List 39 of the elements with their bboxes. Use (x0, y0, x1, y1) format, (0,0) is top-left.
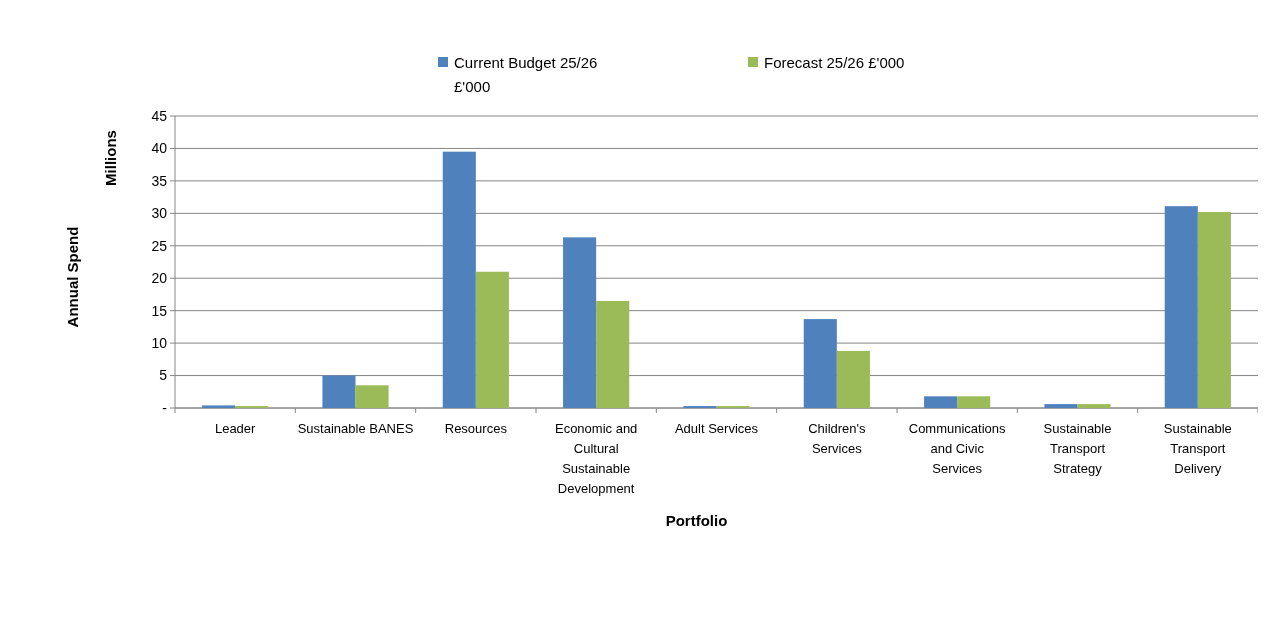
bar (1077, 404, 1111, 408)
legend-label: Forecast 25/26 £'000 (764, 54, 905, 71)
x-tick-label: Sustainable Transport Strategy (1043, 421, 1112, 476)
x-tick-label: Communications and Civic Services (908, 421, 1007, 476)
x-tick-label: Children's Services (808, 421, 867, 456)
y-tick-label: 25 (151, 237, 168, 254)
bar (1044, 404, 1078, 408)
legend-label: Current Budget 25/26 £'000 (454, 54, 598, 95)
y-tick-label: 40 (151, 140, 168, 157)
bar (355, 385, 389, 408)
bar (475, 271, 509, 408)
bar (924, 396, 958, 408)
bar (957, 396, 991, 408)
bar (1164, 206, 1198, 408)
y-axis-title: Annual Spend (64, 226, 81, 328)
y-tick-label: 35 (151, 172, 168, 189)
text: Millions (102, 130, 119, 186)
y-tick-label: 10 (151, 335, 168, 352)
x-axis-title: Portfolio (665, 512, 728, 529)
x-tick-label: Sustainable Transport Delivery (1163, 421, 1232, 476)
y-tick-label: - (162, 399, 168, 416)
bar (202, 405, 236, 408)
y-tick-label: 20 (151, 270, 168, 287)
y-tick-label: 30 (151, 205, 168, 222)
bar (563, 237, 597, 408)
bar (322, 375, 356, 408)
x-tick-label: Resources (444, 421, 508, 436)
bar (803, 319, 837, 408)
y-tick-label: 5 (159, 367, 168, 384)
y-tick-label: 15 (151, 302, 168, 319)
x-tick-label: Economic and Cultural Sustainable Development (554, 421, 638, 496)
bar (442, 151, 476, 408)
y-tick-label: 45 (151, 107, 168, 124)
bar (596, 300, 630, 408)
bar (836, 350, 870, 408)
x-tick-label: Adult Services (674, 421, 759, 436)
x-tick-label: Sustainable BANES (297, 421, 414, 436)
bar (1197, 212, 1231, 408)
x-tick-label: Leader (214, 421, 257, 436)
